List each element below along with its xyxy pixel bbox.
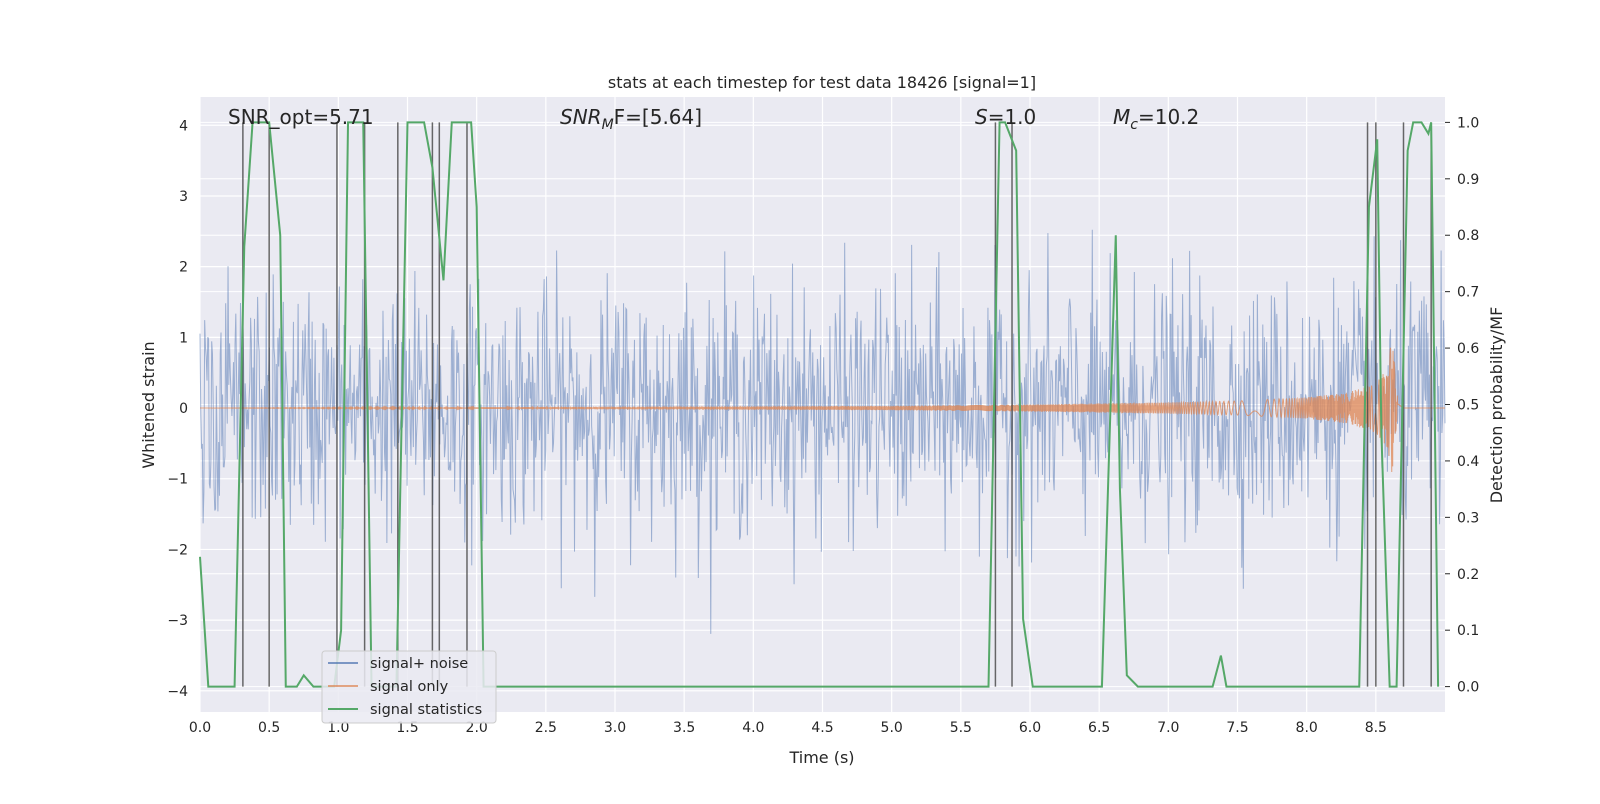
y2-tick-label-9: 0.1 xyxy=(1457,623,1479,639)
x-tick-label-3: 1.5 xyxy=(396,720,418,736)
y2-tick-label-5: 0.5 xyxy=(1457,398,1479,414)
y2-tick-label-1: 0.9 xyxy=(1457,172,1479,188)
y2-tick-label-3: 0.7 xyxy=(1457,285,1479,301)
y2-axis-label: Detection probability/MF xyxy=(1487,307,1506,504)
x-tick-label-8: 4.0 xyxy=(742,720,764,736)
x-tick-label-2: 1.0 xyxy=(327,720,349,736)
annotation-mc: Mc=10.2 xyxy=(1113,105,1199,133)
y-tick-label-4: 0 xyxy=(179,401,188,417)
annotation-snr-mf-symbol: SNR xyxy=(560,105,602,129)
x-axis-label: Time (s) xyxy=(788,748,854,767)
y-tick-label-5: −1 xyxy=(167,472,188,488)
x-tick-label-11: 5.5 xyxy=(950,720,972,736)
series-line-signal-noise xyxy=(199,229,1446,634)
x-tick-label-4: 2.0 xyxy=(466,720,488,736)
annotation-snr-mf-subscript: M xyxy=(602,117,614,133)
y2-tick-label-6: 0.4 xyxy=(1457,454,1479,470)
y-tick-label-3: 1 xyxy=(179,330,188,346)
x-tick-label-14: 7.0 xyxy=(1157,720,1179,736)
x-tick-label-17: 8.5 xyxy=(1365,720,1387,736)
x-tick-label-10: 5.0 xyxy=(881,720,903,736)
y-tick-label-0: 4 xyxy=(179,118,188,134)
y2-tick-label-2: 0.8 xyxy=(1457,228,1479,244)
y-axis-label: Whitened strain xyxy=(139,341,158,468)
series-line-signal-statistics xyxy=(199,121,1440,688)
annotation-s: S=1.0 xyxy=(975,105,1036,129)
x-tick-label-13: 6.5 xyxy=(1088,720,1110,736)
y-tick-label-7: −3 xyxy=(167,613,188,629)
annotation-snr-mf-value: F=[5.64] xyxy=(614,105,702,129)
x-tick-label-12: 6.0 xyxy=(1019,720,1041,736)
legend-label-signal-only: signal only xyxy=(370,679,449,695)
vertical-markers xyxy=(242,122,1432,687)
legend-label-signal-noise: signal+ noise xyxy=(370,656,468,672)
annotation-mc-subscript: c xyxy=(1130,117,1138,133)
annotation-snr-opt: SNR_opt=5.71 xyxy=(228,105,374,129)
x-tick-label-16: 8.0 xyxy=(1296,720,1318,736)
series-signal-noise xyxy=(199,229,1446,634)
annotation-mc-symbol: M xyxy=(1113,105,1130,129)
y2-tick-label-7: 0.3 xyxy=(1457,510,1479,526)
x-tick-label-5: 2.5 xyxy=(535,720,557,736)
legend-label-signal-statistics: signal statistics xyxy=(370,702,482,718)
x-tick-label-15: 7.5 xyxy=(1226,720,1248,736)
x-tick-label-6: 3.0 xyxy=(604,720,626,736)
y-tick-label-6: −2 xyxy=(167,542,188,558)
series-signal-only xyxy=(200,347,1445,472)
series-signal-statistics xyxy=(199,121,1440,688)
y2-tick-label-4: 0.6 xyxy=(1457,341,1479,357)
legend: signal+ noise signal only signal statist… xyxy=(321,650,497,724)
annotation-mc-value: =10.2 xyxy=(1138,105,1199,129)
y2-tick-label-0: 1.0 xyxy=(1457,115,1479,131)
y2-tick-labels: 1.0 0.9 0.8 0.7 0.6 0.5 0.4 0.3 0.2 0.1 0.0 xyxy=(1445,115,1479,696)
x-tick-label-7: 3.5 xyxy=(673,720,695,736)
annotation-s-symbol: S xyxy=(975,105,988,129)
y2-tick-label-8: 0.2 xyxy=(1457,567,1479,583)
x-tick-labels: 0.0 0.5 1.0 1.5 2.0 2.5 3.0 3.5 4.0 4.5 5.0 5.5 6.0 6… xyxy=(189,720,1387,736)
legend-box xyxy=(321,650,497,724)
y-tick-labels: 4 3 2 1 0 −1 −2 −3 −4 xyxy=(167,118,188,700)
x-tick-label-0: 0.0 xyxy=(189,720,211,736)
x-tick-label-9: 4.5 xyxy=(811,720,833,736)
y-tick-label-8: −4 xyxy=(167,684,188,700)
annotation-s-value: =1.0 xyxy=(988,105,1037,129)
x-tick-label-1: 0.5 xyxy=(258,720,280,736)
series-line-signal-only xyxy=(200,347,1445,472)
y-tick-label-2: 2 xyxy=(179,260,188,276)
chart-title: stats at each timestep for test data 184… xyxy=(608,73,1036,92)
y-tick-label-1: 3 xyxy=(179,189,188,205)
annotation-snr-mf: SNRMF=[5.64] xyxy=(560,105,702,133)
y2-tick-label-10: 0.0 xyxy=(1457,680,1479,696)
